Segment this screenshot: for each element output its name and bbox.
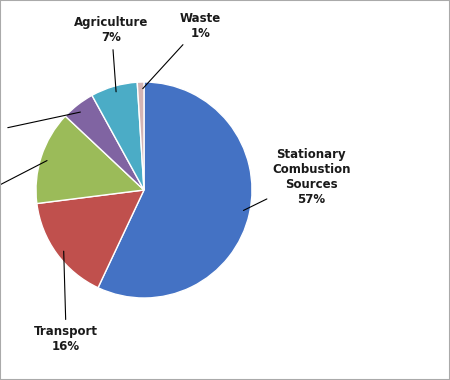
Text: Waste
1%: Waste 1% (143, 12, 221, 89)
Text: Transport
16%: Transport 16% (34, 251, 98, 353)
Wedge shape (137, 82, 144, 190)
Wedge shape (65, 95, 144, 190)
Wedge shape (98, 82, 252, 298)
Wedge shape (92, 82, 144, 190)
Wedge shape (37, 190, 144, 288)
Text: Industrial
Processes
5%: Industrial Processes 5% (0, 112, 81, 157)
Text: Stationary
Combustion
Sources
57%: Stationary Combustion Sources 57% (243, 148, 351, 211)
Text: Fugitive
Sources
14%: Fugitive Sources 14% (0, 161, 47, 222)
Text: Agriculture
7%: Agriculture 7% (74, 16, 149, 92)
Wedge shape (36, 116, 144, 204)
